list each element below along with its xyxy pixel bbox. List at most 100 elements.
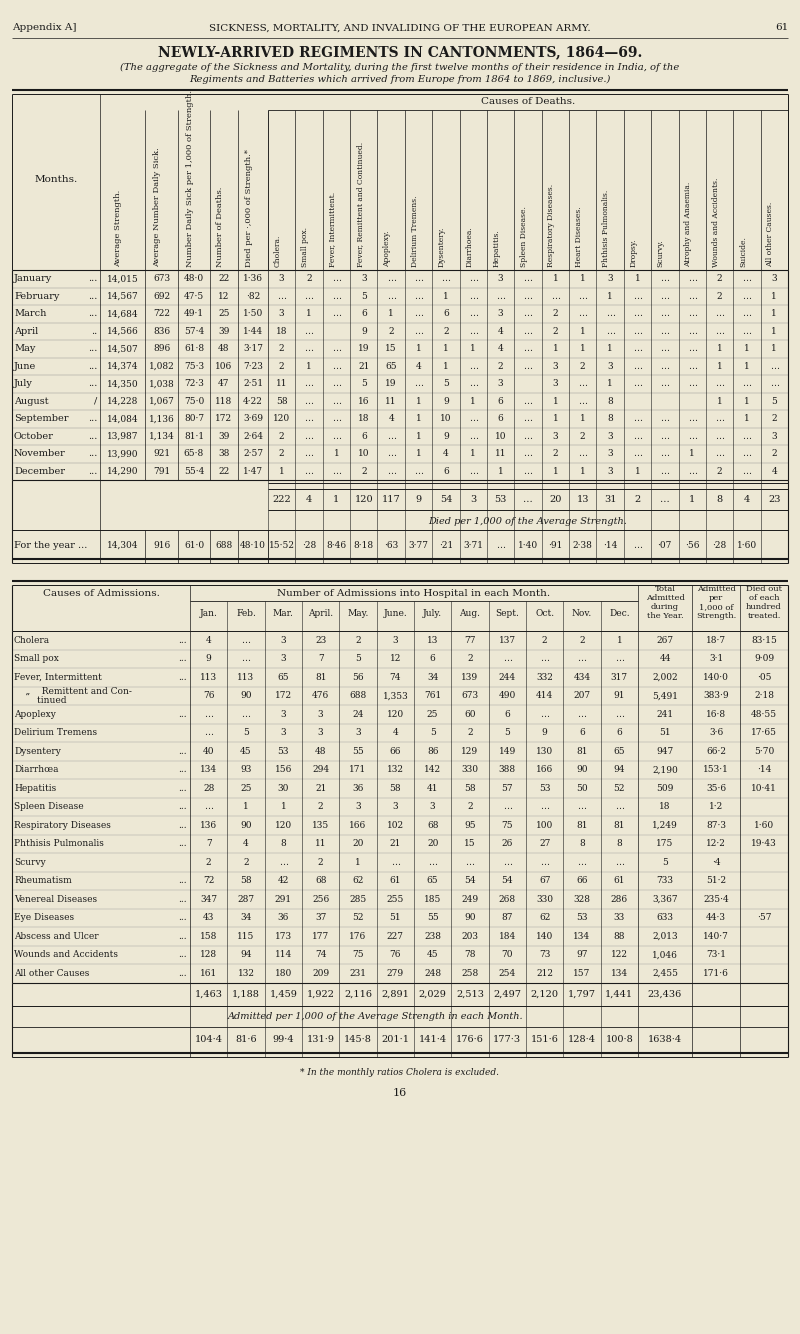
Text: 19·43: 19·43 [751,839,777,848]
Text: 2: 2 [206,858,211,867]
Text: …: … [770,362,779,371]
Text: the Year.: the Year. [646,612,683,620]
Text: 90: 90 [464,914,476,922]
Text: 122: 122 [611,950,628,959]
Text: ...: ... [178,654,187,663]
Text: …: … [305,415,314,423]
Text: …: … [332,379,341,388]
Text: Nov.: Nov. [572,608,592,618]
Text: …: … [578,858,586,867]
Text: 5: 5 [662,858,668,867]
Text: 61·0: 61·0 [184,540,204,550]
Text: …: … [660,415,670,423]
Text: 241: 241 [657,710,674,719]
Text: 20: 20 [549,495,562,504]
Text: …: … [332,344,341,354]
Text: 14,290: 14,290 [106,467,138,476]
Text: 20: 20 [352,839,364,848]
Text: …: … [469,379,478,388]
Text: 102: 102 [386,820,404,830]
Text: 1: 1 [717,344,722,354]
Text: 12: 12 [218,292,230,300]
Text: April: April [14,327,38,336]
Text: 14,507: 14,507 [106,344,138,354]
Text: 87·3: 87·3 [706,820,726,830]
Text: 2: 2 [467,654,473,663]
Text: March: March [14,309,46,319]
Text: …: … [688,309,697,319]
Text: 6: 6 [579,728,585,738]
Text: 2: 2 [355,636,361,644]
Text: 1: 1 [443,292,449,300]
Text: 2: 2 [771,415,777,423]
Text: 14,015: 14,015 [106,275,138,283]
Text: 16·8: 16·8 [706,710,726,719]
Text: 2·18: 2·18 [754,691,774,700]
Text: …: … [204,728,213,738]
Text: …: … [503,858,512,867]
Text: 2: 2 [467,802,473,811]
Text: 1: 1 [306,309,312,319]
Text: ...: ... [88,379,97,388]
Text: 3·1: 3·1 [709,654,723,663]
Text: 203: 203 [462,931,478,940]
Text: …: … [305,292,314,300]
Text: Small pox.: Small pox. [301,227,309,267]
Text: 65·8: 65·8 [184,450,204,459]
Text: /: / [94,396,97,406]
Text: 3: 3 [553,379,558,388]
Text: 248: 248 [424,968,442,978]
Text: 2: 2 [279,450,285,459]
Text: 86: 86 [427,747,438,756]
Text: May.: May. [347,608,369,618]
Text: …: … [305,379,314,388]
Text: 185: 185 [424,895,442,903]
Text: Admitted: Admitted [697,586,735,594]
Text: 25: 25 [218,309,230,319]
Text: 120: 120 [354,495,373,504]
Text: 2,002: 2,002 [652,672,678,682]
Text: …: … [633,540,642,550]
Text: 1: 1 [281,802,286,811]
Text: 66: 66 [576,876,588,886]
Text: 74: 74 [390,672,401,682]
Text: 249: 249 [462,895,478,903]
Text: 139: 139 [462,672,478,682]
Text: 44: 44 [659,654,670,663]
Text: per: per [709,594,723,602]
Text: 1,038: 1,038 [149,379,174,388]
Text: …: … [688,275,697,283]
Text: …: … [578,450,587,459]
Text: 1,441: 1,441 [606,990,634,999]
Text: ·82: ·82 [246,292,260,300]
Text: 81: 81 [315,672,326,682]
Text: 434: 434 [574,672,590,682]
Text: 48·55: 48·55 [751,710,777,719]
Text: Diarrhoea.: Diarrhoea. [466,227,474,267]
Text: …: … [633,432,642,440]
Text: September: September [14,415,69,423]
Text: 90: 90 [576,766,588,774]
Text: Number of Deaths.: Number of Deaths. [216,187,224,267]
Text: 3: 3 [607,450,613,459]
Text: …: … [578,654,586,663]
Text: 8: 8 [607,396,613,406]
Text: 1: 1 [690,450,695,459]
Text: 166: 166 [350,820,366,830]
Text: February: February [14,292,59,300]
Text: 1·44: 1·44 [243,327,263,336]
Text: ...: ... [178,914,187,922]
Text: 761: 761 [424,691,442,700]
Text: 1: 1 [634,467,640,476]
Text: 14,374: 14,374 [106,362,138,371]
Text: 2: 2 [553,309,558,319]
Text: Atrophy and Anaemia.: Atrophy and Anaemia. [684,181,692,267]
Text: …: … [523,495,533,504]
Text: Total: Total [654,586,675,594]
Text: 128·4: 128·4 [568,1035,596,1045]
Text: 15: 15 [386,344,397,354]
Text: Eye Diseases: Eye Diseases [14,914,74,922]
Text: 131·9: 131·9 [306,1035,334,1045]
Text: (The aggregate of the Sickness and Mortality, during the first twelve months of : (The aggregate of the Sickness and Morta… [120,63,680,72]
Text: 3: 3 [355,728,361,738]
